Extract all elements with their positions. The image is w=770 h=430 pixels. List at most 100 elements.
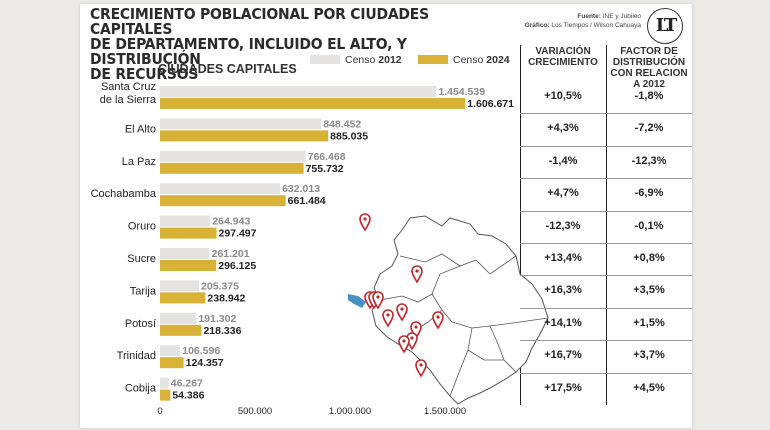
variation-value: -1,4% — [548, 154, 578, 167]
row-divider — [520, 372, 692, 374]
bar-2012 — [160, 150, 306, 162]
row-divider — [520, 243, 692, 244]
map-marker-icon — [359, 213, 371, 232]
title-line: DE DEPARTAMENTO, INCLUIDO EL ALTO, Y DIS… — [90, 35, 407, 68]
legend-item-2012: Censo 2012 — [310, 54, 402, 66]
bar-2024 — [160, 130, 329, 142]
row-divider — [520, 178, 692, 180]
variation-column-header: VARIACIÓN CRECIMIENTO — [520, 46, 606, 68]
legend-swatch-2012 — [310, 55, 340, 64]
variation-value: +13,4% — [544, 252, 582, 264]
value-label-2012: 205.375 — [201, 280, 239, 292]
variation-value: +14,1% — [544, 316, 582, 329]
distribution-factor-value: -12,3% — [631, 154, 667, 167]
distribution-factor-value: +4,5% — [633, 381, 665, 394]
variation-value: +16,7% — [544, 349, 582, 362]
variation-value: +4,7% — [547, 187, 579, 200]
bar-2012 — [160, 215, 211, 227]
map-marker-dot — [415, 269, 419, 273]
row-divider — [520, 113, 692, 115]
x-tick-label: 1.000.000 — [329, 406, 371, 417]
map-marker-icon — [382, 309, 394, 328]
x-tick-label: 0 — [157, 406, 162, 417]
category-label: de la Sierra — [100, 94, 157, 106]
category-label: Tarija — [130, 285, 157, 297]
value-label-2024: 661.484 — [288, 195, 326, 207]
value-label-2024: 238.942 — [207, 292, 245, 304]
department-border — [431, 265, 461, 295]
map-marker-dot — [419, 363, 423, 367]
category-label: Cochabamba — [91, 188, 157, 200]
map-marker-icon — [415, 359, 427, 378]
value-label-2012: 46.267 — [171, 378, 203, 390]
row-divider — [520, 307, 692, 309]
variation-value: +10,5% — [544, 90, 582, 102]
value-label-2012: 261.201 — [212, 248, 250, 260]
source-label: Fuente: — [577, 13, 601, 20]
category-label: El Alto — [125, 123, 156, 135]
value-label-2012: 264.943 — [212, 216, 250, 228]
header-line: CRECIMIENTO — [528, 57, 598, 68]
category-label: La Paz — [122, 156, 156, 168]
map-marker-icon — [410, 321, 422, 340]
bar-2012 — [160, 280, 200, 292]
bar-2012 — [160, 248, 210, 259]
value-label-2024: 755.732 — [306, 163, 344, 175]
header-line: A 2012 — [633, 79, 665, 90]
legend-prefix: Censo — [345, 54, 379, 66]
department-border — [489, 325, 517, 373]
source-credit: Fuente: INE y Jubileo Gráfico: Los Tiemp… — [517, 12, 641, 30]
source-value: INE y Jubileo — [602, 13, 641, 20]
distribution-factor-value: +1,5% — [633, 316, 665, 329]
department-border — [449, 327, 473, 397]
map-marker-dot — [363, 217, 367, 221]
header-line: CON RELACION — [610, 68, 688, 79]
page-title: CRECIMIENTO POBLACIONAL POR CIUDADES CAP… — [90, 5, 510, 82]
header-line: VARIACIÓN — [535, 46, 591, 57]
value-label-2024: 885.035 — [330, 130, 368, 142]
value-label-2024: 297.497 — [219, 228, 257, 240]
header-line: FACTOR DE — [620, 46, 678, 57]
bar-2024 — [160, 195, 286, 207]
value-label-2024: 124.357 — [186, 357, 224, 369]
factor-column-header: FACTOR DE DISTRIBUCIÓN CON RELACION A 20… — [606, 46, 692, 90]
bar-2024 — [160, 292, 206, 304]
category-label: Oruro — [128, 221, 156, 233]
infographic-card: CRECIMIENTO POBLACIONAL POR CIUDADES CAP… — [80, 4, 692, 428]
bar-2012 — [160, 86, 437, 97]
row-divider — [520, 210, 692, 212]
legend-year: 2024 — [486, 54, 510, 66]
value-label-2012: 106.596 — [182, 345, 220, 357]
map-marker-icon — [411, 265, 423, 284]
variation-value: +17,5% — [544, 381, 582, 394]
map-marker-dot — [410, 336, 414, 340]
legend-prefix: Censo — [453, 54, 487, 66]
variation-value: +4,3% — [547, 122, 579, 135]
x-tick-label: 1.500.000 — [424, 406, 466, 417]
row-divider — [520, 340, 692, 342]
bolivia-map — [348, 213, 549, 405]
legend-year: 2012 — [378, 54, 402, 66]
map-marker-dot — [436, 315, 440, 319]
value-label-2024: 1.606.671 — [467, 98, 514, 110]
map-marker-icon — [398, 335, 410, 354]
bar-2024 — [160, 227, 217, 239]
bar-2024 — [160, 324, 202, 336]
category-label: Sucre — [127, 253, 156, 265]
variation-value: +16,3% — [544, 284, 582, 297]
column-divider — [606, 45, 607, 405]
department-border — [379, 293, 433, 303]
map-marker-dot — [386, 313, 390, 317]
header-line: DISTRIBUCIÓN — [612, 57, 686, 68]
distribution-factor-value: -0,1% — [634, 219, 664, 232]
title-line: CRECIMIENTO POBLACIONAL POR CIUDADES CAP… — [90, 5, 429, 38]
graphic-value: Los Tiempos / Wilson Cahuaya — [551, 22, 641, 29]
distribution-factor-value: -1,8% — [634, 90, 664, 102]
category-label: Santa Cruz — [101, 81, 156, 93]
distribution-factor-value: -7,2% — [634, 122, 664, 135]
lake-titicaca — [348, 294, 366, 308]
map-marker-dot — [414, 325, 418, 329]
bar-2024 — [160, 389, 171, 401]
category-label: Cobija — [125, 383, 157, 395]
bar-2024 — [160, 357, 184, 369]
